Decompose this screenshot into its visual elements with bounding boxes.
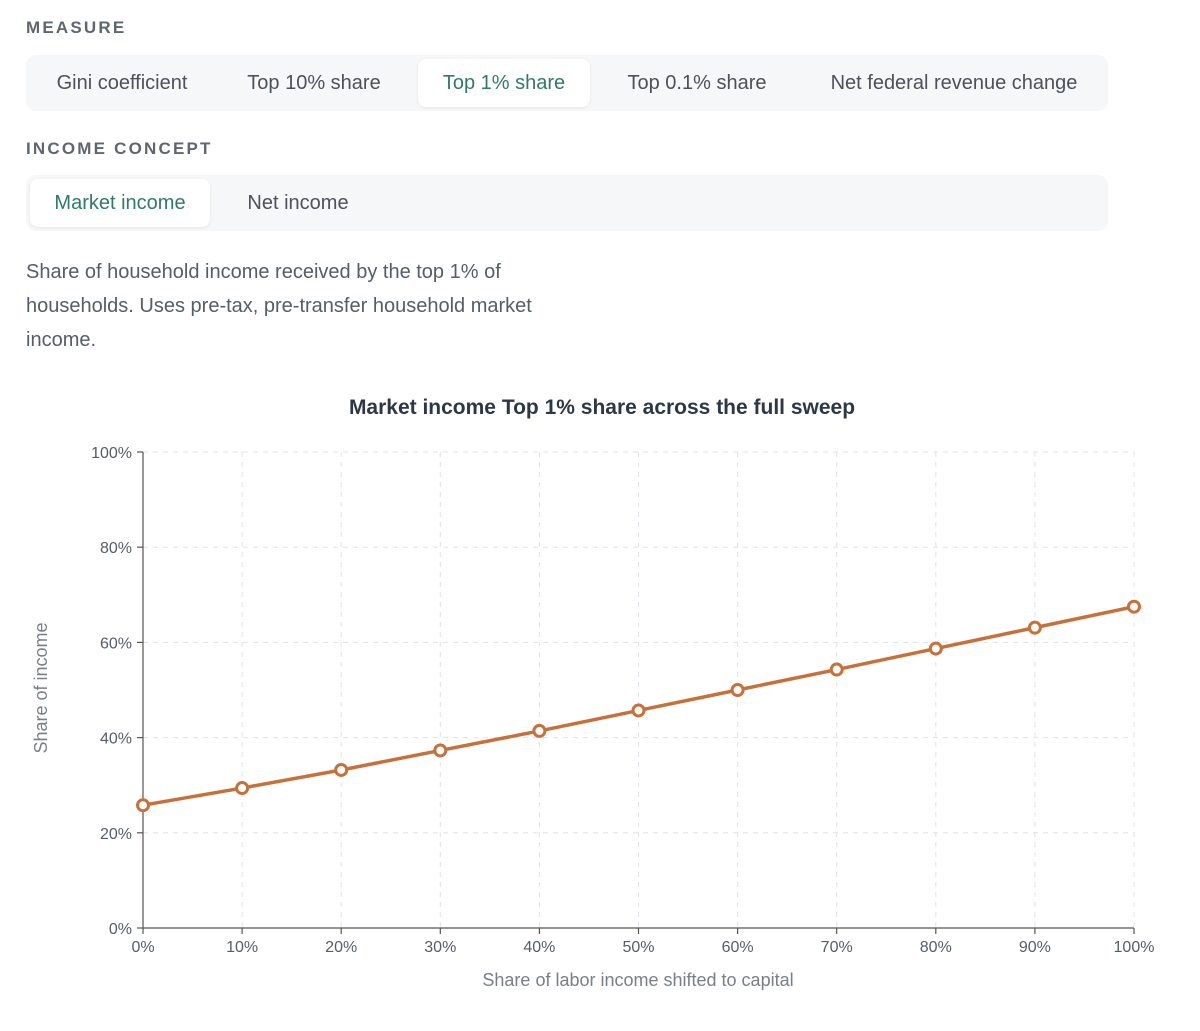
measure-option-top10[interactable]: Top 10% share <box>247 72 381 94</box>
data-point <box>1127 599 1141 614</box>
x-axis-label: Share of labor income shifted to capital <box>482 970 793 990</box>
income-option-net[interactable]: Net income <box>247 192 349 214</box>
data-point <box>334 762 349 777</box>
measure-option-top1[interactable]: Top 1% share <box>418 59 590 107</box>
y-axis-label: Share of income <box>31 622 51 753</box>
measure-option-gini[interactable]: Gini coefficient <box>56 72 188 94</box>
data-point <box>1027 620 1042 635</box>
chart-series <box>136 599 1141 813</box>
data-point <box>631 703 646 718</box>
data-point <box>235 781 250 796</box>
data-point <box>532 723 547 738</box>
measure-option-top01[interactable]: Top 0.1% share <box>627 72 767 94</box>
measure-section-label: MEASURE <box>26 18 127 37</box>
data-point <box>136 798 150 813</box>
x-tick-label: 20% <box>325 939 357 956</box>
x-tick-label: 70% <box>821 939 853 956</box>
data-point <box>928 641 943 656</box>
x-tick-label: 40% <box>523 939 555 956</box>
y-tick-label: 60% <box>100 635 132 652</box>
data-point <box>730 683 745 697</box>
y-tick-label: 20% <box>100 826 132 843</box>
chart-title: Market income Top 1% share across the fu… <box>349 396 855 419</box>
y-tick-label: 0% <box>109 921 132 938</box>
x-tick-label: 0% <box>131 939 154 956</box>
x-tick-label: 100% <box>1114 939 1155 956</box>
data-point <box>829 662 844 677</box>
y-tick-label: 80% <box>100 540 132 557</box>
x-tick-label: 10% <box>226 939 258 956</box>
x-tick-label: 90% <box>1019 939 1051 956</box>
measure-description: Share of household income received by th… <box>26 261 532 351</box>
y-tick-label: 40% <box>100 731 132 748</box>
chart-axes: 0% 10% 20% 30% 40% 50% 60% 70% 80% 90% 100% 0% 20% 40… <box>91 445 1154 956</box>
line-chart: Market income Top 1% share across the fu… <box>31 396 1154 990</box>
measure-option-revenue[interactable]: Net federal revenue change <box>830 72 1078 94</box>
income-concept-segmented-control: Market income Net income <box>26 175 1108 231</box>
x-tick-label: 80% <box>920 939 952 956</box>
income-concept-section-label: INCOME CONCEPT <box>26 139 213 158</box>
chart-grid <box>143 451 1135 928</box>
income-option-market[interactable]: Market income <box>30 179 210 227</box>
x-tick-label: 60% <box>722 939 754 956</box>
measure-segmented-control: Gini coefficient Top 10% share Top 1% sh… <box>26 55 1108 111</box>
x-tick-label: 30% <box>424 939 456 956</box>
y-tick-label: 100% <box>91 445 132 462</box>
data-point <box>433 743 448 758</box>
x-tick-label: 50% <box>622 939 654 956</box>
